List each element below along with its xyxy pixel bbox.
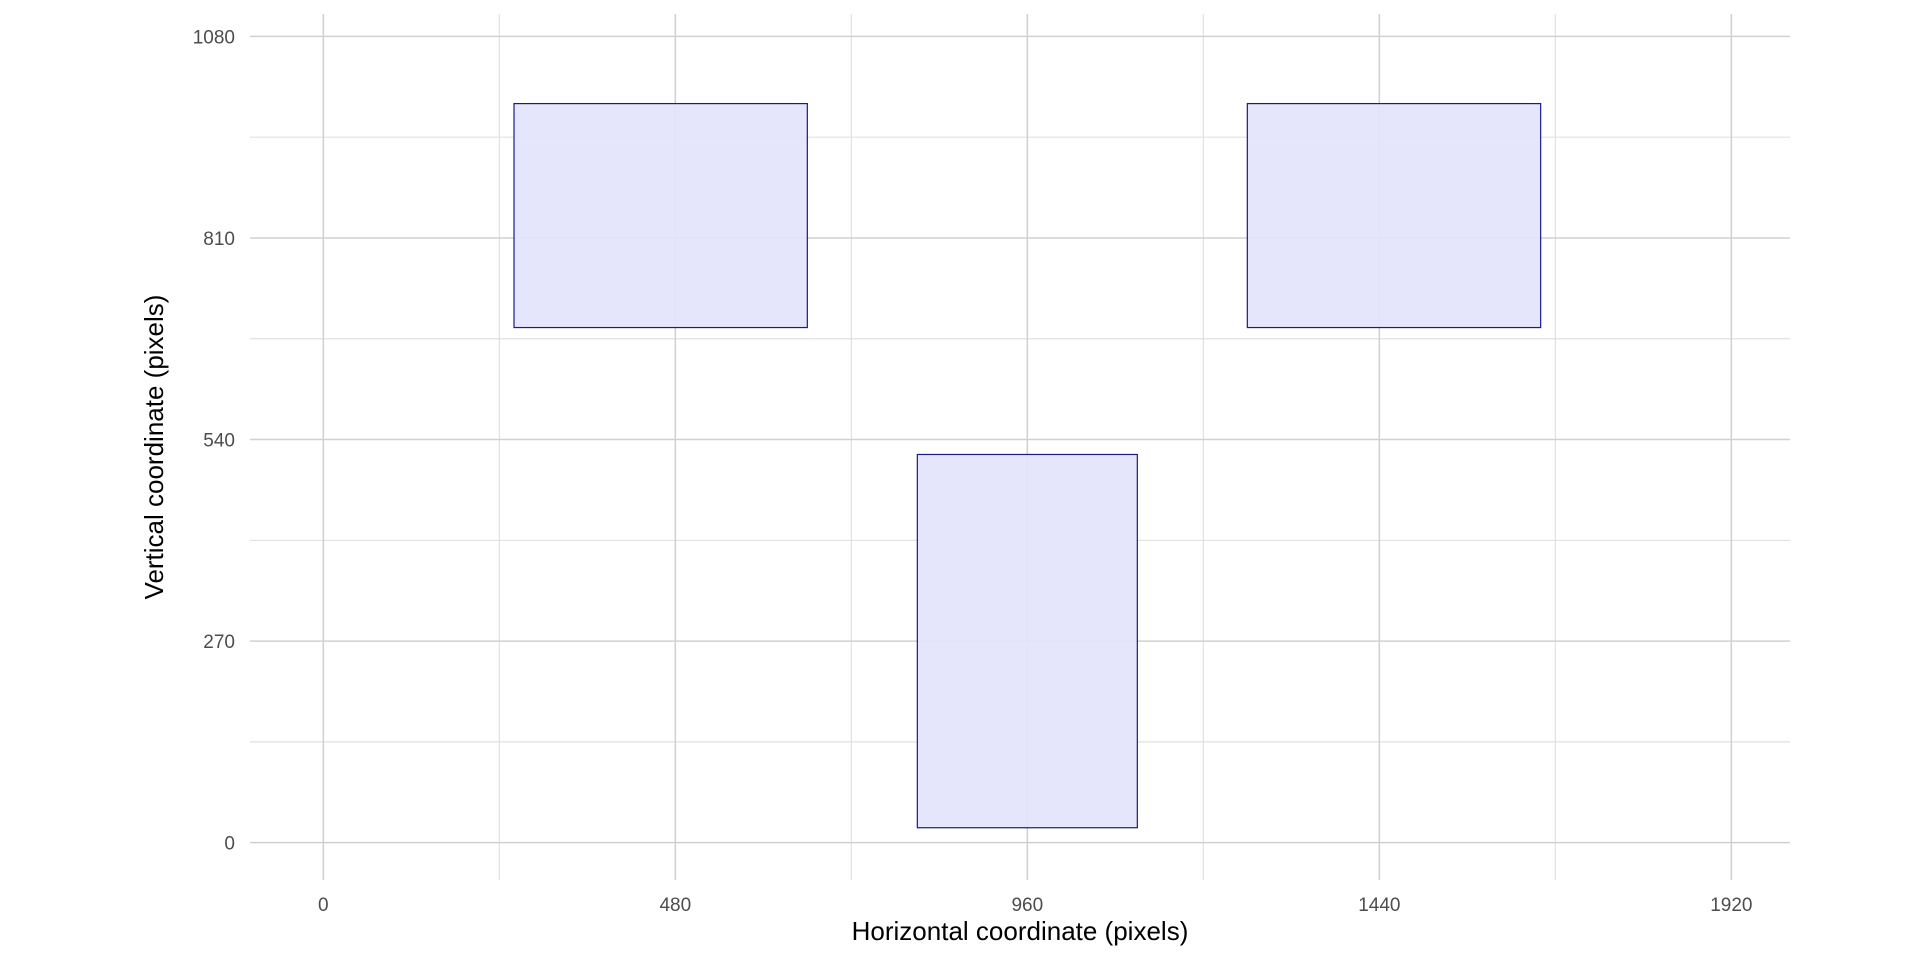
y-tick-label: 0 xyxy=(224,834,235,855)
y-tick-label: 810 xyxy=(203,229,235,250)
x-tick-label: 1440 xyxy=(1358,895,1400,916)
x-axis-title: Horizontal coordinate (pixels) xyxy=(852,916,1189,946)
tick-labels: 0 480 960 1440 1920 0 270 540 810 1080 xyxy=(193,27,1753,916)
x-tick-label: 480 xyxy=(659,895,691,916)
rect-mark-3 xyxy=(916,453,1138,829)
x-tick-label: 0 xyxy=(318,895,329,916)
y-axis-title: Vertical coordinate (pixels) xyxy=(139,295,169,600)
x-tick-label: 960 xyxy=(1011,895,1043,916)
rect-mark-2 xyxy=(1246,102,1542,329)
y-tick-label: 540 xyxy=(203,431,235,452)
rect-layer xyxy=(513,102,1542,829)
x-tick-label: 1920 xyxy=(1710,895,1752,916)
y-tick-label: 1080 xyxy=(193,27,235,48)
y-tick-label: 270 xyxy=(203,632,235,653)
rect-mark-1 xyxy=(513,102,808,329)
